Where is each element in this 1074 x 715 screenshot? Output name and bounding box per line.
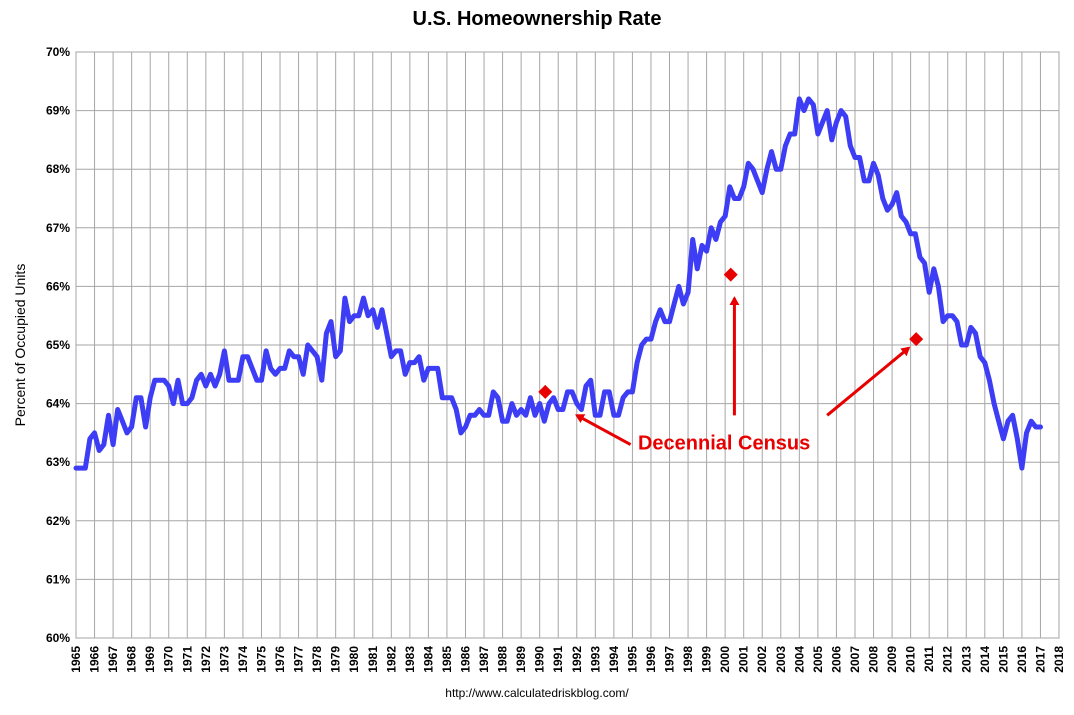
- series-layer: [73, 96, 1043, 471]
- x-tick-label: 2002: [755, 646, 769, 673]
- x-tick-label: 1965: [69, 646, 83, 673]
- y-tick-label: 60%: [46, 631, 70, 645]
- annotation-arrow: [575, 414, 632, 446]
- x-tick-label: 1999: [700, 646, 714, 673]
- x-tick-label: 1974: [236, 646, 250, 673]
- x-tick-label: 2009: [885, 646, 899, 673]
- x-tick-label: 2012: [941, 646, 955, 673]
- y-axis-label: Percent of Occupied Units: [12, 264, 28, 427]
- x-tick-label: 1976: [273, 646, 287, 673]
- x-tick-label: 2006: [829, 646, 843, 673]
- x-tick-label: 1970: [162, 646, 176, 673]
- x-tick-label: 2000: [718, 646, 732, 673]
- y-tick-label: 64%: [46, 397, 70, 411]
- x-tick-label: 1989: [514, 646, 528, 673]
- y-tick-label: 68%: [46, 162, 70, 176]
- x-tick-label: 2015: [996, 646, 1010, 673]
- x-tick-label: 1972: [199, 646, 213, 673]
- annotation-arrow: [826, 346, 911, 417]
- x-tick-label: 1967: [106, 646, 120, 673]
- x-tick-label: 1992: [570, 646, 584, 673]
- y-tick-label: 70%: [46, 45, 70, 59]
- x-tick-label: 2004: [792, 646, 806, 673]
- x-tick-label: 1978: [310, 646, 324, 673]
- x-tick-label: 2007: [848, 646, 862, 673]
- x-tick-label: 2003: [774, 646, 788, 673]
- y-tick-label: 67%: [46, 221, 70, 235]
- x-tick-label: 1993: [588, 646, 602, 673]
- x-tick-label: 1988: [496, 646, 510, 673]
- source-url: http://www.calculatedriskblog.com/: [445, 686, 629, 700]
- y-tick-label: 61%: [46, 572, 70, 586]
- annotation-layer: Decennial Census: [575, 296, 911, 454]
- x-tick-label: 1997: [663, 646, 677, 673]
- x-tick-label: 2005: [811, 646, 825, 673]
- y-tick-label: 65%: [46, 338, 70, 352]
- x-tick-label: 2016: [1015, 646, 1029, 673]
- x-tick-label: 1971: [180, 646, 194, 673]
- x-tick-label: 1975: [254, 646, 268, 673]
- x-tick-label: 2008: [867, 646, 881, 673]
- x-tick-label: 1968: [125, 646, 139, 673]
- homeownership-rate-line: [73, 96, 1043, 471]
- horizontal-gridlines: [76, 51, 1059, 639]
- x-tick-label: 1998: [681, 646, 695, 673]
- x-tick-label: 2014: [978, 646, 992, 673]
- x-tick-label: 1966: [88, 646, 102, 673]
- x-tick-label: 1994: [607, 646, 621, 673]
- y-tick-label: 62%: [46, 514, 70, 528]
- y-tick-label: 63%: [46, 455, 70, 469]
- x-tick-label: 2011: [922, 646, 936, 672]
- census-marker: [538, 384, 553, 399]
- x-tick-label: 1996: [644, 646, 658, 673]
- x-tick-label: 1973: [217, 646, 231, 673]
- x-tick-label: 2017: [1033, 646, 1047, 673]
- x-tick-label: 2001: [737, 646, 751, 673]
- y-tick-label: 69%: [46, 104, 70, 118]
- y-tick-label: 66%: [46, 279, 70, 293]
- x-tick-label: 1979: [329, 646, 343, 673]
- annotation-decennial-census: Decennial Census: [638, 432, 810, 454]
- y-axis-ticks: 60% 61% 62% 63% 64% 65% 66% 67% 68% 69% 70%: [46, 45, 70, 645]
- x-tick-label: 2013: [959, 646, 973, 673]
- x-tick-label: 1977: [292, 646, 306, 673]
- x-tick-label: 1969: [143, 646, 157, 673]
- x-tick-label: 1995: [625, 646, 639, 673]
- x-tick-label: 1981: [366, 646, 380, 673]
- x-tick-label: 1986: [458, 646, 472, 673]
- x-tick-label: 1980: [347, 646, 361, 673]
- x-tick-label: 2010: [904, 646, 918, 673]
- x-tick-label: 1982: [384, 646, 398, 673]
- x-tick-label: 1990: [533, 646, 547, 673]
- chart-title: U.S. Homeownership Rate: [412, 8, 662, 30]
- census-marker: [723, 267, 738, 282]
- x-tick-label: 1985: [440, 646, 454, 673]
- census-marker: [909, 332, 924, 347]
- x-tick-label: 1983: [403, 646, 417, 673]
- x-tick-label: 1984: [421, 646, 435, 673]
- x-tick-label: 1987: [477, 646, 491, 673]
- x-tick-label: 1991: [551, 646, 565, 673]
- x-tick-label: 2018: [1052, 646, 1066, 673]
- x-axis-ticks: 1965 1966 1967 1968 1969 1970 1971 1972 1973 1974…: [69, 646, 1066, 673]
- census-markers: [538, 267, 924, 399]
